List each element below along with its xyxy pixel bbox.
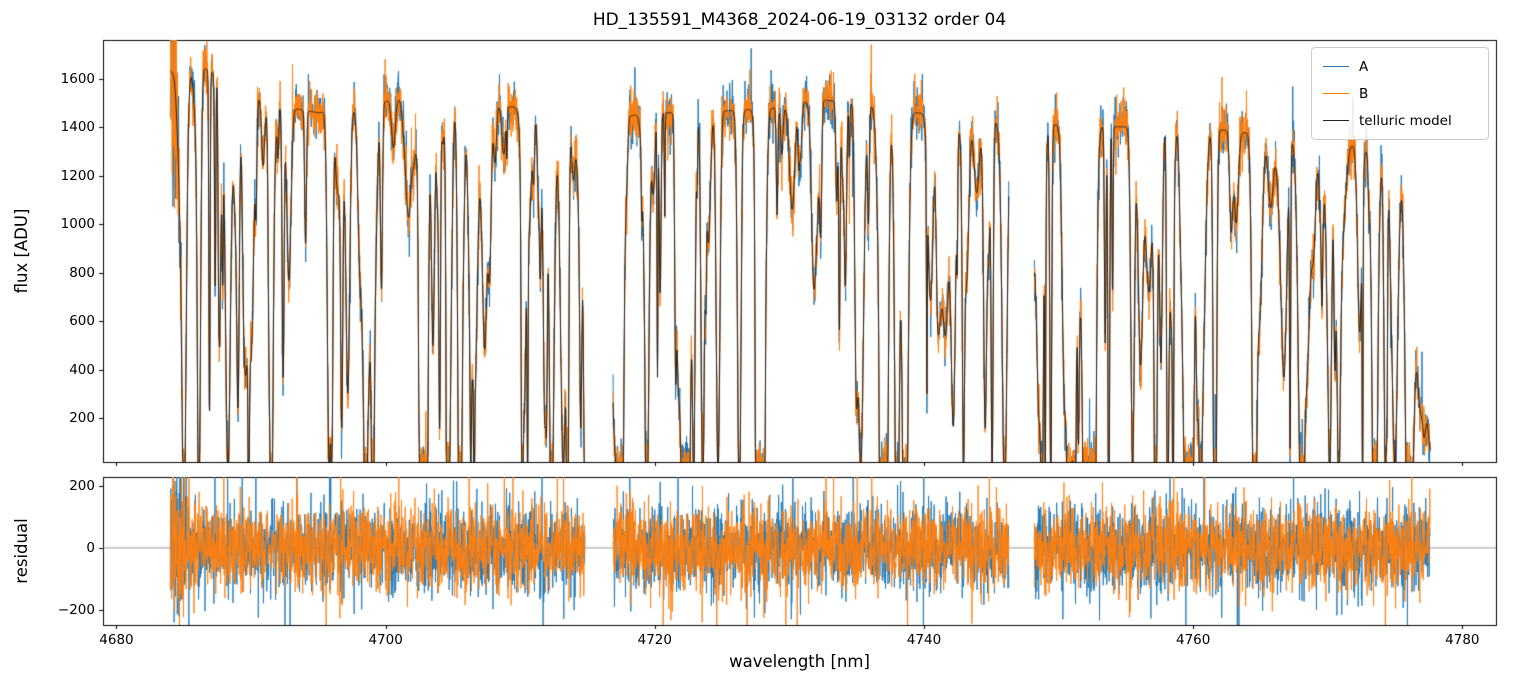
legend-line-swatch [1323,66,1349,67]
flux-y-tick-label: 200 [69,410,95,427]
legend-label: B [1359,85,1369,102]
legend-item: A [1312,53,1488,80]
x-tick-label: 4760 [1175,632,1211,648]
x-tick-label: 4780 [1445,632,1480,648]
x-tick-label: 4740 [906,632,942,648]
flux-y-tick-label: 400 [69,361,95,378]
x-tick-label: 4700 [368,632,403,648]
flux-y-tick-label: 1400 [60,119,95,136]
flux-y-tick-label: 800 [69,264,95,281]
residual-y-tick-label: −200 [57,601,95,618]
legend-item: telluric model [1312,107,1488,134]
legend-label: A [1359,58,1369,75]
flux-y-tick-label: 600 [69,313,95,330]
residual-y-tick-label: 200 [69,478,95,495]
flux-y-tick-label: 1200 [60,167,95,184]
residual-y-tick-label: 0 [86,539,95,556]
legend-label: telluric model [1359,112,1452,129]
x-axis-label: wavelength [nm] [729,652,870,671]
legend-line-swatch [1323,120,1349,121]
x-tick-label: 4680 [99,632,134,648]
legend-line-swatch [1323,93,1349,94]
legend-item: B [1312,80,1488,107]
chart-title: HD_135591_M4368_2024-06-19_03132 order 0… [592,10,1007,30]
x-tick-label: 4720 [637,632,672,648]
flux-y-tick-label: 1000 [60,216,95,233]
flux-y-tick-label: 1600 [60,70,95,87]
